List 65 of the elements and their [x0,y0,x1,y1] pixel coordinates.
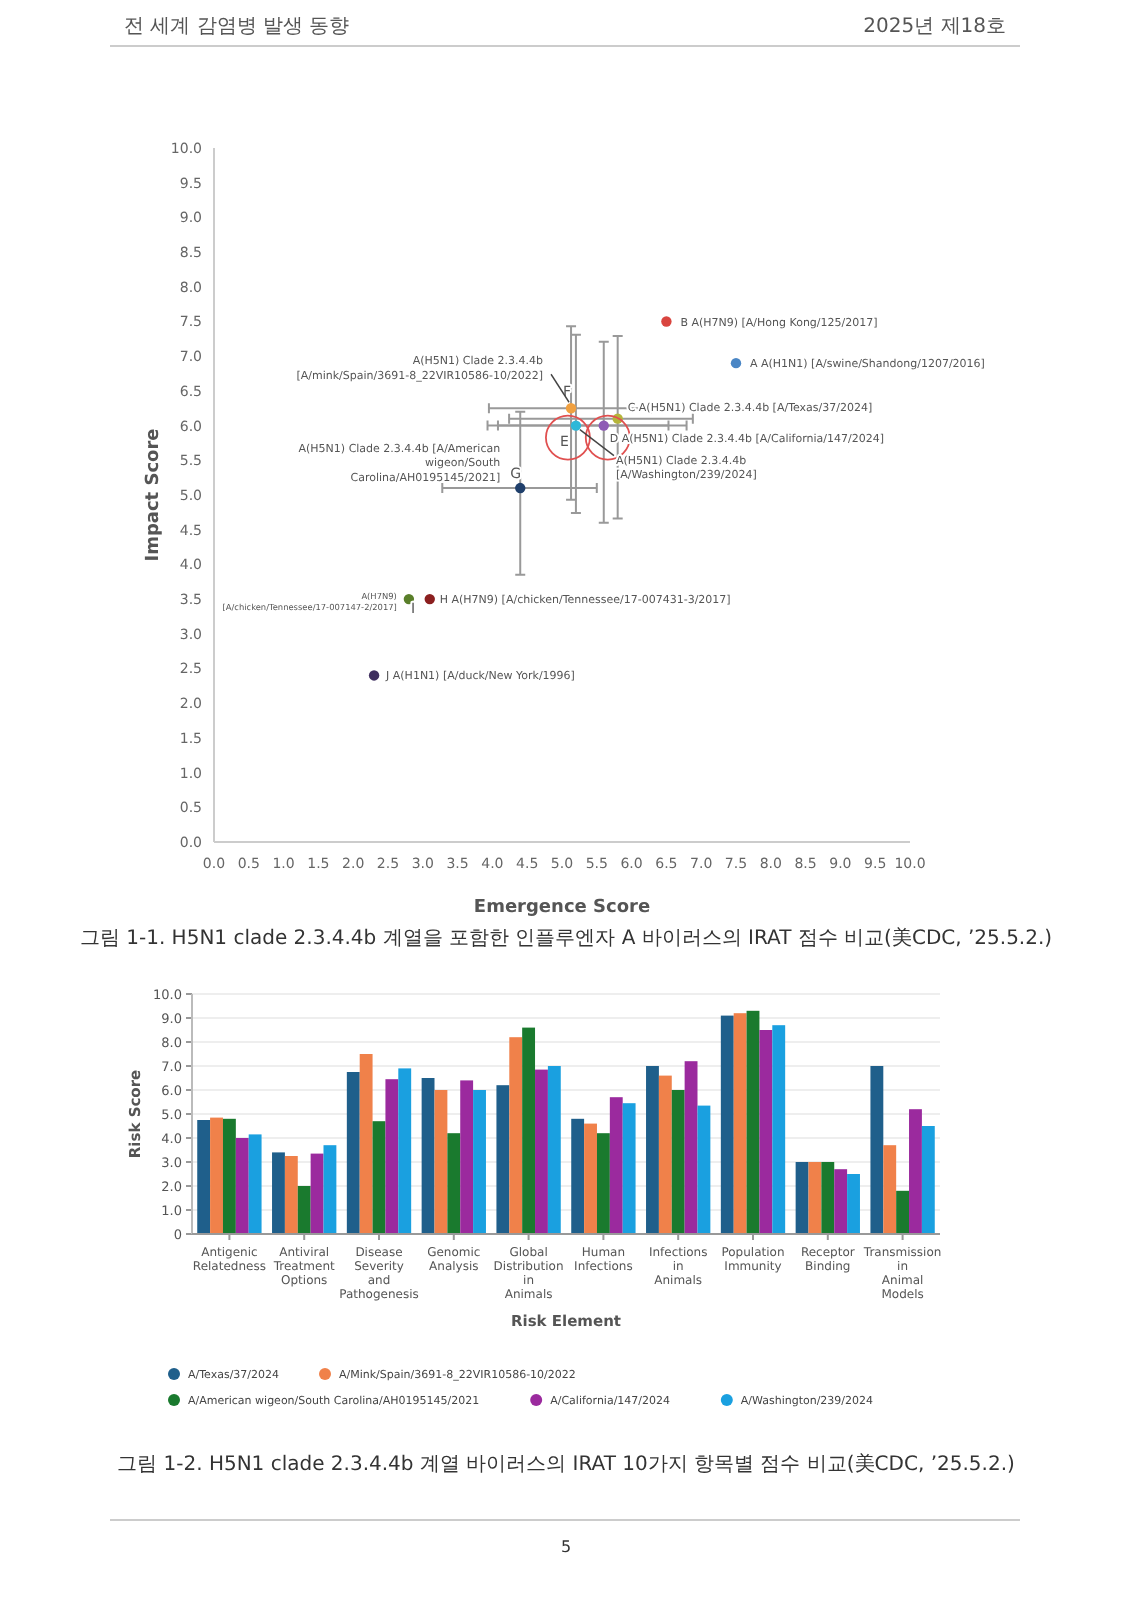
x-axis-title: Emergence Score [473,898,651,918]
point [515,482,526,494]
bar [460,1080,474,1234]
bar [795,1162,809,1234]
point [730,357,742,369]
bar [323,1145,337,1234]
bar [310,1153,324,1234]
bar [883,1145,897,1234]
bar [870,1066,884,1234]
bar [821,1162,835,1234]
bar [473,1090,486,1234]
bar [596,1133,610,1234]
point [570,420,582,431]
bar [746,1010,760,1234]
bar [834,1169,848,1234]
bar [421,1078,435,1234]
bar [720,1015,734,1234]
text: 5 [560,1538,572,1556]
bar [522,1027,536,1234]
bar [509,1037,523,1234]
y-axis-title: Impact Score [144,428,164,562]
bar [346,1072,360,1234]
bar [197,1120,211,1234]
bar [571,1118,585,1234]
point [424,593,435,605]
bar [609,1097,623,1234]
text: 그림 1-1. H5N1 clade 2.3.4.4b 계열을 포함한 인플루엔자 A 바이러스의 IRAT 점수 비교(美CDC, ’25.5.2.) [79,926,1053,950]
bar [272,1152,285,1234]
bar [447,1133,461,1234]
bar [222,1118,236,1234]
bar [584,1123,597,1234]
bar [284,1156,298,1234]
text: 2025년 제18호 [863,16,1006,38]
bar [921,1126,935,1234]
bar [759,1030,773,1234]
bar [359,1054,373,1234]
bar [547,1066,561,1234]
bar [235,1138,249,1234]
bar [697,1105,711,1234]
point [661,316,672,327]
bar [896,1190,910,1234]
bar [297,1186,311,1234]
bar [535,1069,548,1234]
bar [646,1066,659,1234]
text: 그림 1-2. H5N1 clade 2.3.4.4b 계열 바이러스의 IRAT 10가지 항목별 점수 비교(美CDC, ’25.5.2.) [117,1452,1016,1476]
point [598,420,609,431]
bar [671,1090,685,1234]
point [565,403,577,414]
bar [496,1085,510,1234]
bar [733,1013,747,1234]
bar [772,1025,786,1234]
text: 전 세계 감염병 발생 동향 [124,16,350,38]
bar [434,1090,448,1234]
bar [847,1174,860,1234]
bar [210,1117,223,1234]
bar [372,1121,386,1234]
point [368,670,380,681]
bar [385,1079,399,1234]
bar [622,1103,636,1234]
bar [909,1109,922,1234]
bar [658,1075,672,1234]
bar [398,1068,412,1234]
bar [248,1134,262,1234]
bar [808,1162,822,1234]
bar [684,1061,698,1234]
